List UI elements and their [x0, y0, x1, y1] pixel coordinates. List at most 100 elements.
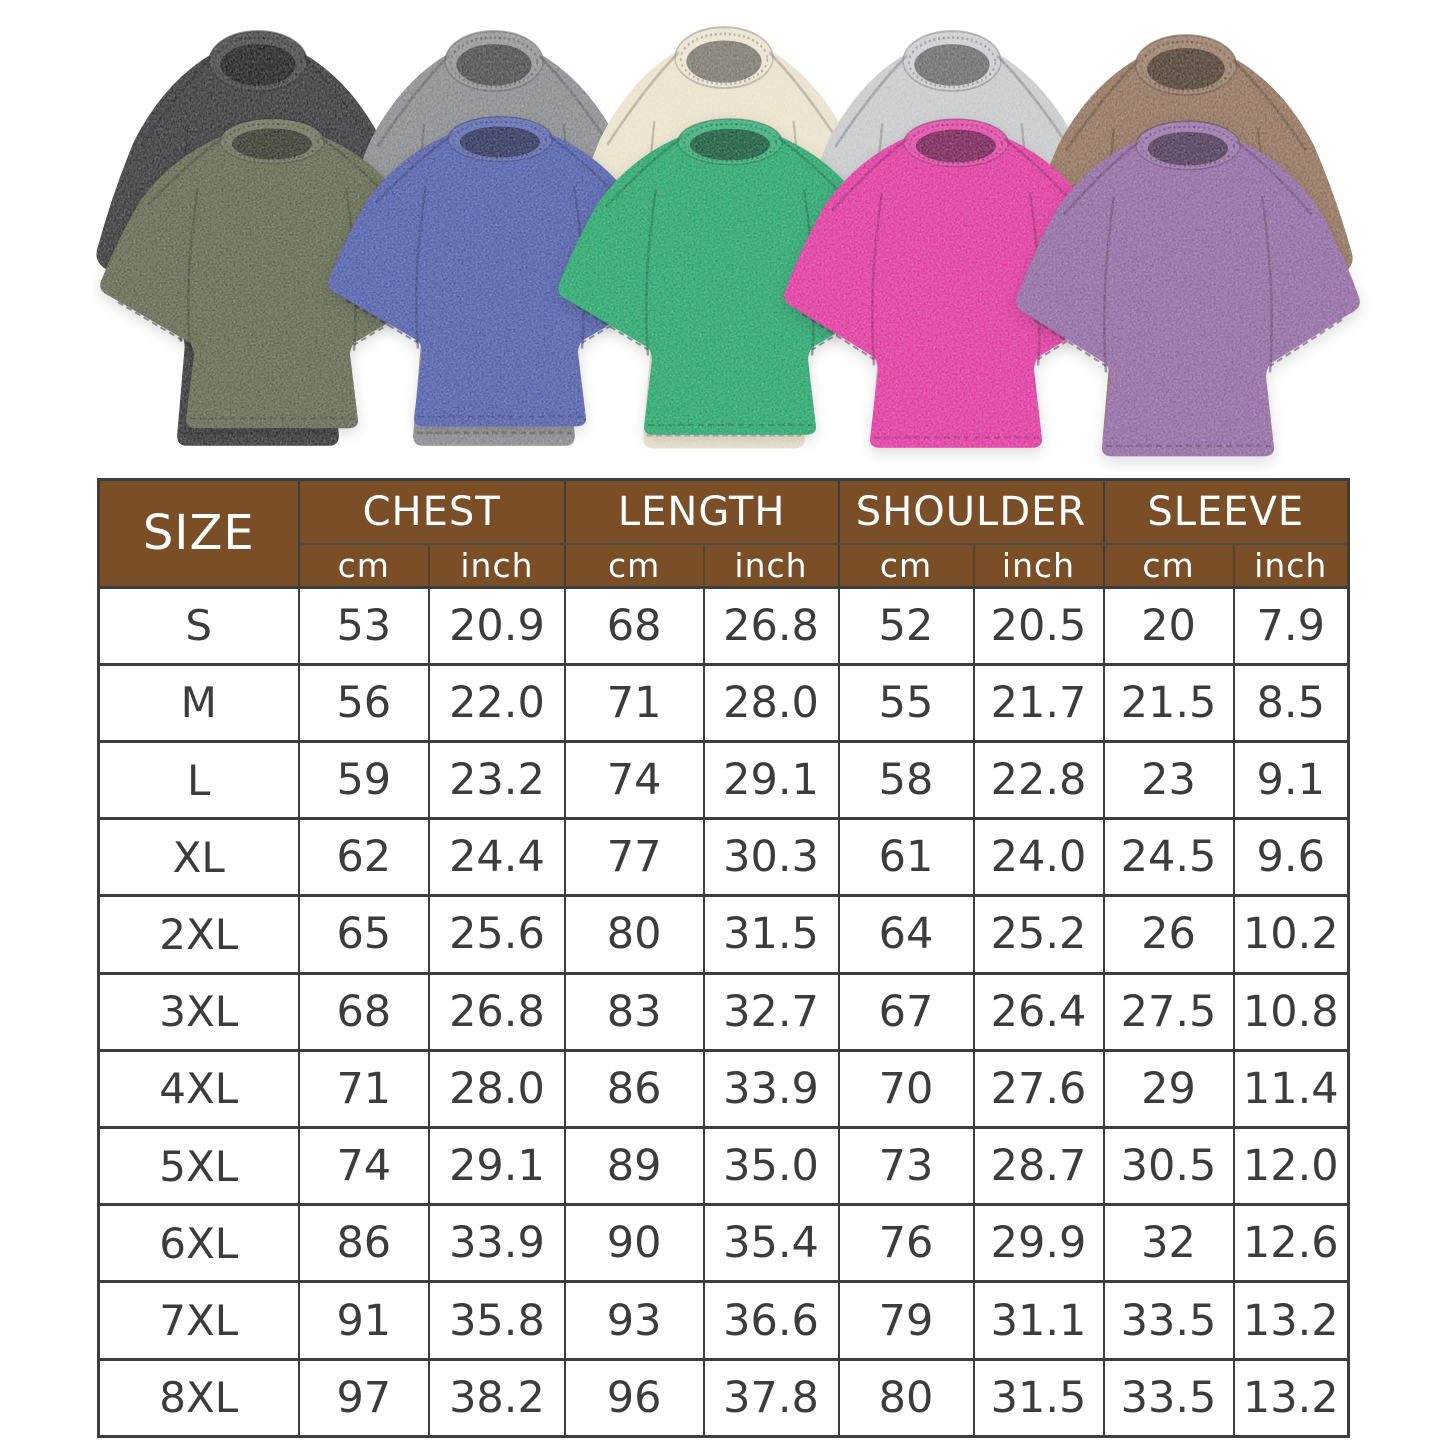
measurement-cell: 38.2: [428, 1357, 565, 1437]
measurement-cell: 25.6: [428, 894, 565, 974]
table-row: M 56 22.0 71 28.0 55 21.7 21.5 8.5: [98, 662, 1349, 742]
column-header-length: LENGTH: [563, 479, 839, 545]
measurement-cell: 90: [563, 1203, 704, 1282]
measurement-cell: 12.6: [1232, 1203, 1349, 1282]
table-row: 3XL 68 26.8 83 32.7 67 26.4 27.5 10.8: [98, 971, 1349, 1051]
measurement-cell: 93: [563, 1280, 704, 1360]
measurement-cell: 20: [1102, 585, 1234, 665]
size-cell: 8XL: [98, 1357, 299, 1437]
tshirts-image: [0, 0, 1445, 478]
measurement-cell: 28.7: [972, 1126, 1104, 1205]
measurement-cell: 21.7: [972, 662, 1104, 742]
measurement-cell: 74: [563, 739, 704, 819]
unit-header-cm: cm: [563, 543, 704, 587]
measurement-cell: 35.4: [702, 1203, 839, 1282]
measurement-cell: 80: [563, 894, 704, 974]
measurement-cell: 29.1: [702, 739, 839, 819]
measurement-cell: 13.2: [1232, 1280, 1349, 1360]
measurement-cell: 27.5: [1102, 971, 1234, 1051]
measurement-cell: 62: [297, 817, 430, 896]
measurement-cell: 29: [1102, 1048, 1234, 1128]
table-row: 8XL 97 38.2 96 37.8 80 31.5 33.5 13.2: [98, 1357, 1349, 1437]
size-chart-table: SIZE CHEST LENGTH SHOULDER SLEEVE cm inc…: [97, 478, 1350, 1438]
measurement-cell: 24.5: [1102, 817, 1234, 896]
measurement-cell: 61: [837, 817, 974, 896]
measurement-cell: 56: [297, 662, 430, 742]
measurement-cell: 20.9: [428, 585, 565, 665]
measurement-cell: 97: [297, 1357, 430, 1437]
table-row: 5XL 74 29.1 89 35.0 73 28.7 30.5 12.0: [98, 1126, 1349, 1205]
measurement-cell: 29.9: [972, 1203, 1104, 1282]
table-row: 4XL 71 28.0 86 33.9 70 27.6 29 11.4: [98, 1048, 1349, 1128]
measurement-cell: 73: [837, 1126, 974, 1205]
measurement-cell: 22.8: [972, 739, 1104, 819]
measurement-cell: 76: [837, 1203, 974, 1282]
header-row-groups: SIZE CHEST LENGTH SHOULDER SLEEVE: [98, 479, 1349, 587]
measurement-cell: 86: [563, 1048, 704, 1128]
measurement-cell: 83: [563, 971, 704, 1051]
measurement-cell: 28.0: [702, 662, 839, 742]
measurement-cell: 65: [297, 894, 430, 974]
measurement-cell: 22.0: [428, 662, 565, 742]
measurement-cell: 10.2: [1232, 894, 1349, 974]
size-cell: 2XL: [98, 894, 299, 974]
measurement-cell: 31.5: [972, 1357, 1104, 1437]
measurement-cell: 24.4: [428, 817, 565, 896]
unit-header-inch: inch: [702, 543, 839, 587]
measurement-cell: 29.1: [428, 1126, 565, 1205]
unit-header-cm: cm: [297, 543, 430, 587]
measurement-cell: 33.5: [1102, 1280, 1234, 1360]
measurement-cell: 11.4: [1232, 1048, 1349, 1128]
measurement-cell: 71: [563, 662, 704, 742]
table-row: L 59 23.2 74 29.1 58 22.8 23 9.1: [98, 739, 1349, 819]
measurement-cell: 10.8: [1232, 971, 1349, 1051]
measurement-cell: 32.7: [702, 971, 839, 1051]
measurement-cell: 35.0: [702, 1126, 839, 1205]
measurement-cell: 23: [1102, 739, 1234, 819]
measurement-cell: 58: [837, 739, 974, 819]
measurement-cell: 33.5: [1102, 1357, 1234, 1437]
measurement-cell: 26: [1102, 894, 1234, 974]
column-header-size: SIZE: [98, 479, 300, 587]
measurement-cell: 89: [563, 1126, 704, 1205]
measurement-cell: 9.1: [1232, 739, 1349, 819]
unit-header-inch: inch: [1232, 543, 1349, 587]
measurement-cell: 53: [297, 585, 430, 665]
measurement-cell: 79: [837, 1280, 974, 1360]
measurement-cell: 25.2: [972, 894, 1104, 974]
measurement-cell: 13.2: [1232, 1357, 1349, 1437]
measurement-cell: 9.6: [1232, 817, 1349, 896]
table-row: 7XL 91 35.8 93 36.6 79 31.1 33.5 13.2: [98, 1280, 1349, 1360]
size-cell: 3XL: [98, 971, 299, 1051]
measurement-cell: 68: [297, 971, 430, 1051]
table-row: S 53 20.9 68 26.8 52 20.5 20 7.9: [98, 585, 1349, 665]
measurement-cell: 33.9: [702, 1048, 839, 1128]
table-row: 6XL 86 33.9 90 35.4 76 29.9 32 12.6: [98, 1203, 1349, 1282]
tshirt-collage: [89, 18, 1368, 460]
size-cell: 6XL: [98, 1203, 299, 1282]
measurement-cell: 26.8: [702, 585, 839, 665]
measurement-cell: 8.5: [1232, 662, 1349, 742]
product-gallery: [0, 0, 1445, 478]
measurement-cell: 31.1: [972, 1280, 1104, 1360]
measurement-cell: 35.8: [428, 1280, 565, 1360]
measurement-cell: 96: [563, 1357, 704, 1437]
measurement-cell: 32: [1102, 1203, 1234, 1282]
size-cell: 7XL: [98, 1280, 299, 1360]
measurement-cell: 33.9: [428, 1203, 565, 1282]
measurement-cell: 86: [297, 1203, 430, 1282]
size-cell: M: [98, 662, 299, 742]
unit-header-cm: cm: [837, 543, 974, 587]
measurement-cell: 23.2: [428, 739, 565, 819]
measurement-cell: 31.5: [702, 894, 839, 974]
measurement-cell: 27.6: [972, 1048, 1104, 1128]
measurement-cell: 80: [837, 1357, 974, 1437]
unit-header-inch: inch: [972, 543, 1104, 587]
measurement-cell: 74: [297, 1126, 430, 1205]
measurement-cell: 52: [837, 585, 974, 665]
table-row: XL 62 24.4 77 30.3 61 24.0 24.5 9.6: [98, 817, 1349, 896]
size-cell: S: [98, 585, 299, 665]
measurement-cell: 26.8: [428, 971, 565, 1051]
measurement-cell: 59: [297, 739, 430, 819]
